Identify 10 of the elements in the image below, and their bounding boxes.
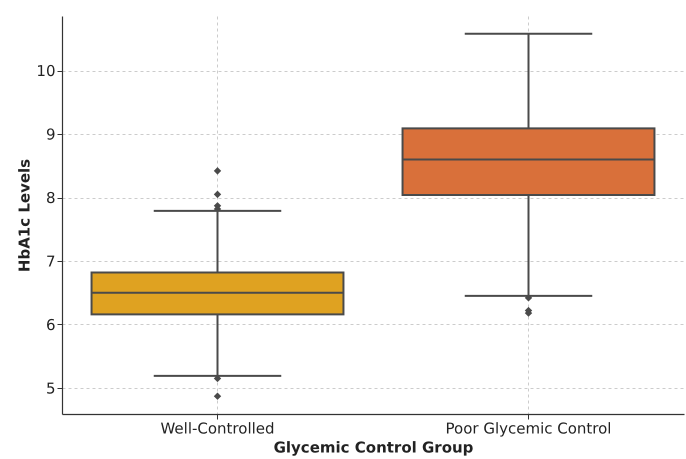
x-tick-label: Poor Glycemic Control bbox=[446, 420, 612, 438]
y-tick-label: 8 bbox=[46, 189, 56, 208]
y-tick-label: 6 bbox=[46, 316, 56, 334]
y-tick-label: 5 bbox=[46, 379, 56, 398]
x-axis-title: Glycemic Control Group bbox=[274, 438, 474, 456]
y-tick-label: 10 bbox=[36, 62, 56, 80]
x-tick-label: Well-Controlled bbox=[160, 420, 275, 438]
y-axis-title: HbA1c Levels bbox=[15, 158, 34, 272]
y-tick-label: 7 bbox=[46, 252, 56, 271]
y-tick-label: 9 bbox=[46, 126, 56, 144]
